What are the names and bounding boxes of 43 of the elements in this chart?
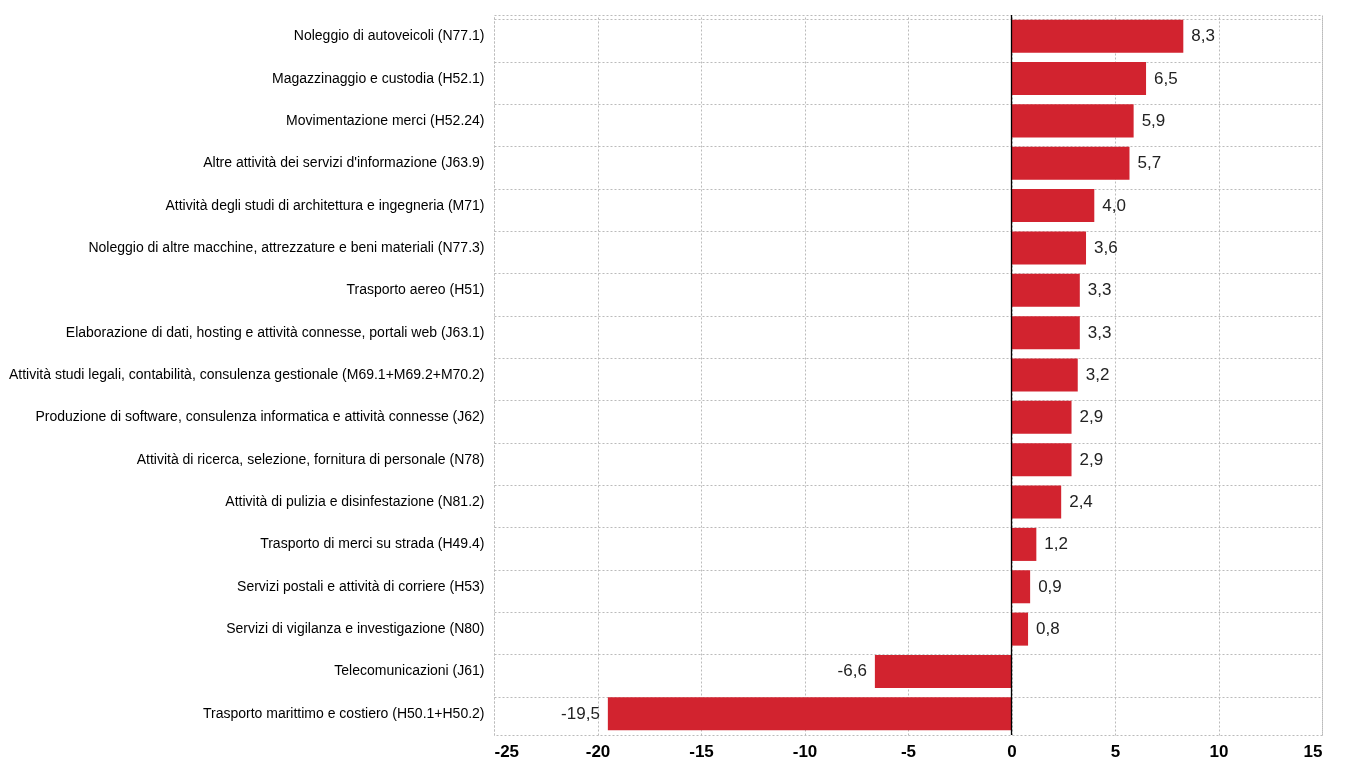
x-tick-label: 5 (1110, 741, 1121, 761)
data-label: 3,3 (1087, 322, 1112, 342)
data-label: 0,9 (1038, 576, 1062, 596)
y-tick-label: Elaborazione di dati, hosting e attività connesse, portali web (J63.1) (65, 323, 485, 340)
y-tick-label: Attività studi legali, contabilità, consulenza gestionale (M69.1+M69.2+M70.2) (9, 366, 485, 382)
data-label: 4,0 (1102, 195, 1126, 215)
data-label: 3,3 (1087, 280, 1112, 300)
data-label: -19,5 (561, 703, 600, 723)
y-tick-label: Trasporto di merci su strada (H49.4) (260, 535, 485, 552)
data-label: 5,9 (1141, 110, 1166, 130)
x-tick-label: -25 (494, 741, 520, 761)
data-label: 1,2 (1044, 534, 1068, 554)
y-tick-label: Telecomunicazioni (J61) (334, 662, 485, 679)
y-tick-label: Attività degli studi di architettura e ingegneria (M71) (165, 196, 485, 213)
data-label: 5,7 (1137, 153, 1162, 173)
data-label: 6,5 (1154, 68, 1178, 88)
data-label: 3,2 (1085, 365, 1110, 384)
y-tick-label: Trasporto aereo (H51) (346, 281, 485, 298)
x-tick-label: 15 (1303, 741, 1323, 761)
y-tick-label: Attività di ricerca, selezione, fornitura di personale (N78) (136, 450, 485, 467)
y-tick-label: Movimentazione merci (H52.24) (286, 111, 485, 128)
x-tick-label: -10 (792, 741, 818, 761)
data-label: 8,3 (1191, 26, 1215, 46)
x-tick-label: 10 (1209, 741, 1229, 761)
y-tick-label: Trasporto marittimo e costiero (H50.1+H50.2) (202, 704, 485, 721)
y-tick-label: Noleggio di altre macchine, attrezzature e beni materiali (N77.3) (88, 238, 485, 255)
data-label: 3,6 (1094, 237, 1118, 257)
x-tick-label: -15 (689, 741, 714, 761)
y-tick-label: Magazzinaggio e custodia (H52.1) (272, 69, 485, 86)
data-label: 2,4 (1069, 492, 1093, 512)
y-tick-label: Attività di pulizia e disinfestazione (N81.2) (225, 493, 485, 510)
data-label: 2,9 (1079, 407, 1104, 427)
y-tick-label: Noleggio di autoveicoli (N77.1) (293, 27, 485, 44)
x-tick-label: 0 (1007, 741, 1017, 761)
data-label: -6,6 (837, 661, 867, 681)
y-tick-label: Servizi di vigilanza e investigazione (N80) (226, 620, 485, 637)
data-label: 2,9 (1079, 449, 1104, 469)
data-label: 0,8 (1036, 619, 1060, 639)
y-tick-label: Servizi postali e attività di corriere (H53) (237, 577, 485, 594)
x-tick-label: -20 (585, 741, 611, 761)
y-tick-label: Produzione di software, consulenza informatica e attività connesse (J62) (35, 408, 485, 425)
x-tick-label: -5 (900, 741, 917, 761)
y-tick-label: Altre attività dei servizi d'informazione (J63.9) (203, 154, 485, 171)
